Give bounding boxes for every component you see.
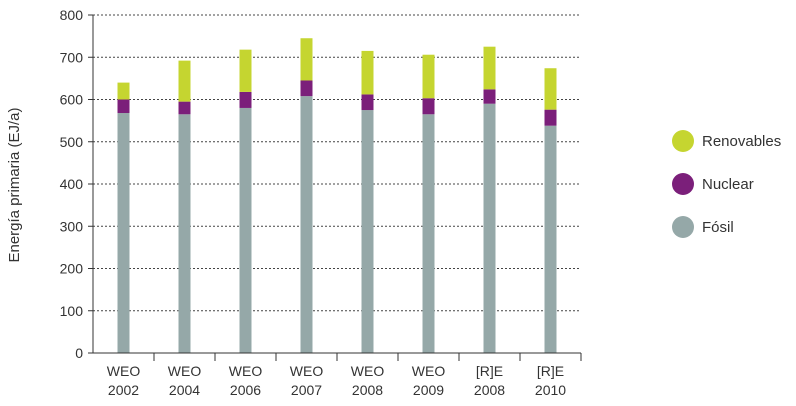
legend-label: Nuclear (702, 176, 754, 193)
x-tick-label: 2006 (230, 382, 261, 398)
y-tick-label: 200 (60, 261, 84, 277)
bar-renovables (178, 60, 191, 102)
bar-renovables (117, 82, 130, 100)
bar-nuclear (117, 99, 130, 114)
bar-f-sil (178, 114, 191, 353)
gridlines (93, 14, 581, 312)
bar-f-sil (117, 113, 130, 354)
y-tick-label: 500 (60, 134, 84, 150)
bar-nuclear (361, 94, 374, 111)
bar-nuclear (422, 98, 435, 115)
bar-renovables (483, 46, 496, 90)
y-axis-label: Energía primaria (EJ/a) (6, 107, 23, 262)
x-tick-label: WEO (351, 363, 385, 379)
bar-f-sil (483, 103, 496, 353)
x-tick-label: 2002 (108, 382, 139, 398)
bar-f-sil (544, 125, 557, 353)
bar-renovables (422, 54, 435, 99)
bar-f-sil (239, 107, 252, 353)
y-tick-label: 700 (60, 49, 84, 65)
bar-nuclear (178, 101, 191, 115)
x-tick-label: 2008 (352, 382, 383, 398)
y-tick-label: 0 (75, 345, 83, 361)
x-tick-label: 2004 (169, 382, 200, 398)
bar-nuclear (483, 89, 496, 104)
bar-renovables (300, 38, 313, 81)
x-tick-label: 2008 (474, 382, 505, 398)
y-tick-label: 800 (60, 7, 84, 23)
x-tick-label: WEO (412, 363, 446, 379)
y-tick-labels: 0 100 200 300 400 500 600 700 800 (60, 7, 84, 361)
x-tick-label: WEO (168, 363, 202, 379)
bar-f-sil (422, 114, 435, 353)
y-tick-label: 300 (60, 218, 84, 234)
bar-renovables (239, 49, 252, 92)
bar-nuclear (300, 80, 313, 97)
y-tick-label: 100 (60, 303, 84, 319)
y-tick-label: 600 (60, 92, 84, 108)
bar-f-sil (300, 96, 313, 354)
legend-swatch (672, 216, 694, 238)
legend-label: Fósil (702, 219, 734, 236)
x-tick-label: WEO (290, 363, 324, 379)
bar-nuclear (239, 91, 252, 108)
bar-nuclear (544, 109, 557, 126)
y-tick-label: 400 (60, 176, 84, 192)
x-tick-label: WEO (107, 363, 141, 379)
bars (117, 38, 557, 354)
legend-swatch (672, 130, 694, 152)
legend: Renovables Nuclear Fósil (672, 130, 781, 238)
x-tick-label: 2009 (413, 382, 444, 398)
axes (88, 14, 582, 361)
bar-f-sil (361, 110, 374, 353)
bar-renovables (544, 68, 557, 110)
bar-renovables (361, 50, 374, 95)
x-tick-label: [R]E (537, 363, 564, 379)
x-tick-label: [R]E (476, 363, 503, 379)
x-tick-label: 2007 (291, 382, 322, 398)
x-tick-label: WEO (229, 363, 263, 379)
legend-label: Renovables (702, 133, 781, 150)
x-tick-label: 2010 (535, 382, 566, 398)
x-tick-labels: WEO 2002 WEO 2004 WEO 2006 WEO 2007 WEO 2008 WEO 20… (107, 363, 567, 398)
legend-swatch (672, 173, 694, 195)
